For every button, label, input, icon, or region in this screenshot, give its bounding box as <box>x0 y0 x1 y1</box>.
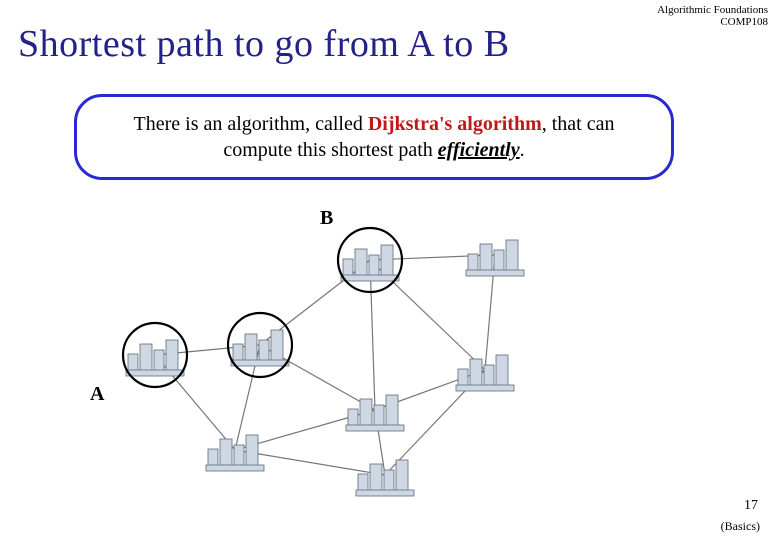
footer-label: (Basics) <box>721 519 760 534</box>
callout-box: There is an algorithm, called Dijkstra's… <box>74 94 674 180</box>
graph-node <box>356 460 414 496</box>
graph-node <box>228 313 292 377</box>
graph-edge <box>370 260 375 410</box>
callout-suffix: . <box>520 139 525 161</box>
node-label-B: B <box>320 207 333 229</box>
node-label-A: A <box>90 383 105 405</box>
callout-dijkstra: Dijkstra's algorithm <box>368 113 542 135</box>
graph-node <box>466 240 524 276</box>
page-number: 17 <box>744 498 758 514</box>
graph-node <box>123 323 187 387</box>
graph-diagram: AB <box>70 200 630 480</box>
graph-node <box>338 228 402 292</box>
graph-svg: AB <box>70 200 630 500</box>
callout-prefix: There is an algorithm, called <box>134 113 368 135</box>
graph-node <box>456 355 514 391</box>
graph-node <box>206 435 264 471</box>
course-header-line2: COMP108 <box>657 16 768 28</box>
slide-title: Shortest path to go from A to B <box>18 22 510 66</box>
callout-efficiently: efficiently <box>438 139 520 161</box>
course-header: Algorithmic Foundations COMP108 <box>657 4 768 28</box>
course-header-line1: Algorithmic Foundations <box>657 4 768 16</box>
